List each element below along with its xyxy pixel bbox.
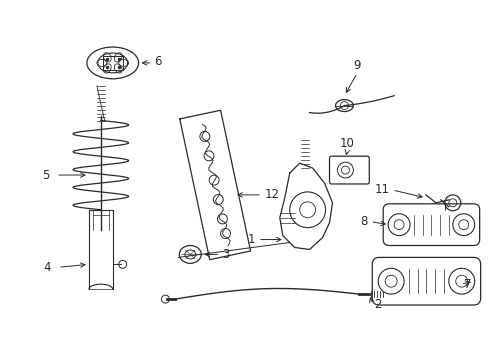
Text: 5: 5: [41, 168, 49, 181]
Text: 1: 1: [247, 233, 254, 246]
Text: 8: 8: [359, 215, 366, 228]
Text: 2: 2: [373, 297, 381, 311]
Text: 11: 11: [373, 184, 388, 197]
Text: 10: 10: [339, 137, 354, 150]
Text: 3: 3: [222, 248, 229, 261]
Text: 6: 6: [154, 55, 162, 68]
Text: 12: 12: [264, 188, 279, 201]
Text: 9: 9: [353, 59, 360, 72]
Text: 4: 4: [43, 261, 51, 274]
Bar: [102, 56, 122, 70]
Text: 7: 7: [463, 278, 470, 291]
